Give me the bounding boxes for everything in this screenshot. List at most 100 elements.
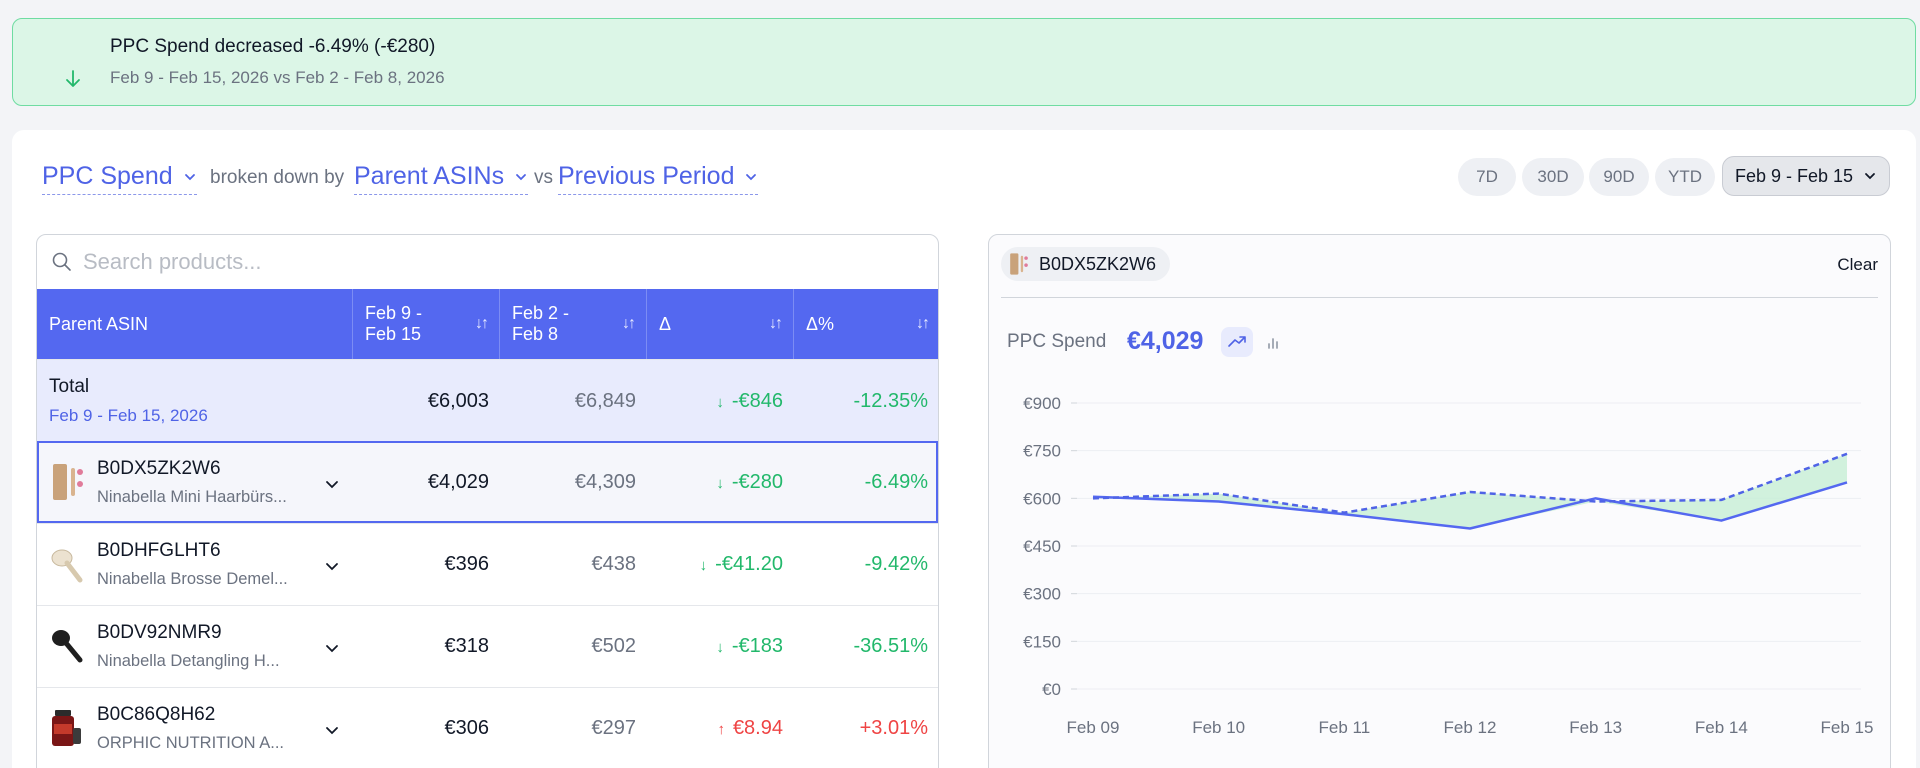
products-table-card: Parent ASIN Feb 9 - Feb 15 ↓↑ Feb 2 - Fe… — [36, 234, 939, 768]
chevron-down-icon[interactable] — [324, 722, 340, 738]
banner-subtitle: Feb 9 - Feb 15, 2026 vs Feb 2 - Feb 8, 2… — [110, 68, 445, 87]
arrow-down-icon: ↓ — [699, 557, 708, 574]
total-label: Total — [49, 376, 90, 397]
dimension-selector[interactable]: Parent ASINs — [354, 162, 529, 195]
bar-chart-toggle[interactable] — [1257, 327, 1289, 357]
row-asin: B0C86Q8H62 — [97, 704, 216, 725]
chevron-down-icon — [184, 173, 195, 180]
summary-banner — [12, 18, 1916, 106]
chart-metric-label: PPC Spend — [1007, 331, 1107, 352]
sort-icon[interactable]: ↓↑ — [475, 315, 489, 332]
row-previous: €438 — [591, 553, 637, 575]
chevron-down-icon — [1865, 173, 1875, 180]
row-delta-pct: -9.42% — [864, 553, 928, 575]
broken-down-by-text: broken down by — [210, 167, 345, 188]
row-current: €318 — [444, 635, 490, 657]
column-header-previous[interactable]: Feb 2 - Feb 8 ↓↑ — [500, 289, 647, 359]
x-tick-label: Feb 12 — [1444, 718, 1497, 737]
clear-button[interactable]: Clear — [1837, 255, 1878, 274]
row-delta-value: -€41.20 — [715, 553, 783, 575]
column-header-label: Δ% — [806, 313, 835, 334]
y-tick-label: €300 — [1023, 585, 1061, 604]
period-90d[interactable]: 90D — [1589, 158, 1649, 196]
table-header: Parent ASIN Feb 9 - Feb 15 ↓↑ Feb 2 - Fe… — [37, 289, 938, 359]
total-current: €6,003 — [427, 390, 489, 412]
sort-icon[interactable]: ↓↑ — [769, 315, 783, 332]
table-total-row: Total Feb 9 - Feb 15, 2026 €6,003 €6,849… — [37, 359, 938, 441]
column-header-delta[interactable]: Δ ↓↑ — [647, 289, 794, 359]
column-header-delta-pct[interactable]: Δ% ↓↑ — [794, 289, 938, 359]
period-7d[interactable]: 7D — [1458, 158, 1516, 196]
column-header-label: Feb 9 - Feb 15 — [365, 303, 423, 344]
metric-selector[interactable]: PPC Spend — [42, 162, 197, 195]
date-range-label: Feb 9 - Feb 15 — [1734, 165, 1854, 186]
product-thumbnail — [51, 549, 83, 583]
column-header-asin[interactable]: Parent ASIN — [37, 289, 353, 359]
row-delta-pct: -36.51% — [853, 635, 929, 657]
row-delta-value: -€183 — [731, 635, 783, 657]
row-current: €306 — [444, 717, 490, 739]
table-row[interactable]: B0DV92NMR9 Ninabella Detangling H... €31… — [37, 605, 938, 687]
row-delta-value: -€280 — [731, 471, 783, 493]
search-icon — [52, 252, 71, 271]
x-tick-label: Feb 13 — [1569, 718, 1622, 737]
row-previous: €297 — [591, 717, 637, 739]
comparison-selector-label: Previous Period — [558, 162, 735, 190]
selected-product-chip[interactable]: B0DX5ZK2W6 — [1001, 247, 1171, 281]
x-tick-label: Feb 11 — [1318, 718, 1370, 737]
dimension-selector-label: Parent ASINs — [354, 162, 505, 190]
chart-metric-value: €4,029 — [1127, 327, 1204, 355]
product-thumbnail — [52, 710, 81, 746]
column-header-label: Δ — [659, 313, 672, 334]
table-row[interactable]: B0DHFGLHT6 Ninabella Brosse Demel... €39… — [37, 523, 938, 605]
chevron-down-icon[interactable] — [324, 558, 340, 574]
x-tick-label: Feb 09 — [1067, 718, 1120, 737]
row-product-name: Ninabella Detangling H... — [97, 652, 280, 670]
row-delta: ↑ €8.94 — [647, 717, 783, 740]
row-product-name: Ninabella Mini Haarbürs... — [97, 488, 287, 506]
y-tick-label: €450 — [1023, 537, 1061, 556]
column-header-current[interactable]: Feb 9 - Feb 15 ↓↑ — [353, 289, 500, 359]
divider — [1001, 297, 1878, 298]
period-ytd[interactable]: YTD — [1655, 158, 1715, 196]
column-header-label: Parent ASIN — [49, 313, 149, 334]
bar-chart-icon — [1268, 338, 1278, 349]
x-tick-label: Feb 15 — [1821, 718, 1874, 737]
search-input[interactable] — [83, 245, 903, 279]
comparison-selector[interactable]: Previous Period — [558, 162, 759, 195]
total-range: Feb 9 - Feb 15, 2026 — [49, 406, 208, 425]
arrow-down-icon: ↓ — [716, 639, 724, 656]
row-delta-pct: +3.01% — [859, 717, 928, 739]
row-previous: €4,309 — [574, 471, 636, 493]
row-current: €396 — [444, 553, 490, 575]
chevron-down-icon — [746, 173, 757, 180]
sort-icon[interactable]: ↓↑ — [622, 315, 636, 332]
search-bar — [37, 235, 938, 289]
column-header-label: Feb 2 - Feb 8 — [512, 303, 570, 344]
chevron-down-icon[interactable] — [324, 476, 340, 492]
date-range-picker[interactable]: Feb 9 - Feb 15 — [1722, 156, 1890, 196]
table-row[interactable]: B0C86Q8H62 ORPHIC NUTRITION A... €306 €2… — [37, 687, 938, 768]
trend-line-icon — [1228, 336, 1246, 347]
arrow-down-icon: ↓ — [716, 475, 724, 492]
chevron-down-icon[interactable] — [324, 640, 340, 656]
row-product-name: ORPHIC NUTRITION A... — [97, 734, 285, 752]
total-delta-value: -€846 — [731, 390, 783, 412]
y-tick-label: €600 — [1023, 489, 1061, 508]
row-asin: B0DX5ZK2W6 — [97, 458, 221, 479]
total-previous: €6,849 — [574, 390, 636, 412]
table-row[interactable]: B0DX5ZK2W6 Ninabella Mini Haarbürs... €4… — [37, 441, 938, 523]
period-30d[interactable]: 30D — [1522, 158, 1584, 196]
sort-icon[interactable]: ↓↑ — [916, 315, 930, 332]
vs-text: vs — [534, 167, 553, 188]
y-tick-label: €0 — [1042, 680, 1061, 699]
y-tick-label: €900 — [1023, 394, 1061, 413]
y-tick-label: €750 — [1023, 442, 1061, 461]
line-chart-toggle[interactable] — [1221, 327, 1253, 357]
chart-card: B0DX5ZK2W6 Clear PPC Spend €4,029 €0 €150… — [988, 234, 1891, 768]
total-delta: ↓ -€846 — [647, 390, 783, 413]
row-asin: B0DV92NMR9 — [97, 622, 222, 643]
ppc-spend-line-chart: €0 €150 €300 €450 €600 €750 €900 Feb 09 Feb 10 Fe… — [1023, 394, 1874, 737]
arrow-down-icon: ↓ — [716, 394, 724, 411]
row-delta: ↓ -€41.20 — [647, 553, 783, 576]
